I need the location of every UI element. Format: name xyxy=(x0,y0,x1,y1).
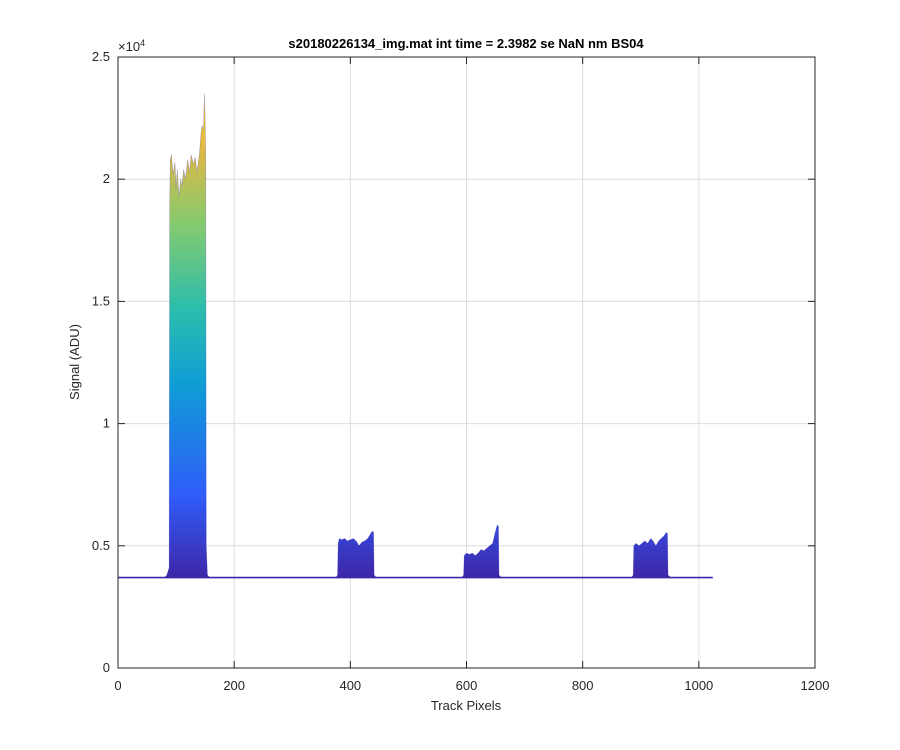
y-tick-label: 0 xyxy=(103,660,110,675)
y-exponent: ×104 xyxy=(118,38,145,54)
signal-peak-edge xyxy=(164,93,210,578)
x-axis-label: Track Pixels xyxy=(431,698,502,713)
y-tick-labels: 0 0.5 1 1.5 2 2.5 xyxy=(92,49,110,675)
x-tick-label: 1000 xyxy=(684,678,713,693)
signal-peak xyxy=(631,532,671,578)
signal-peak-edge xyxy=(461,524,502,578)
y-tick-label: 1 xyxy=(103,416,110,431)
signal-peak xyxy=(461,525,502,578)
x-tick-label: 0 xyxy=(114,678,121,693)
x-tick-label: 1200 xyxy=(801,678,830,693)
y-tick-label: 1.5 xyxy=(92,293,110,308)
chart-title: s20180226134_img.mat int time = 2.3982 s… xyxy=(288,36,644,51)
x-tick-label: 600 xyxy=(456,678,478,693)
ticks xyxy=(117,56,816,669)
signal-peak-edge xyxy=(335,530,377,578)
x-tick-label: 800 xyxy=(572,678,594,693)
signal-peak-edge xyxy=(631,531,672,578)
x-tick-labels: 0 200 400 600 800 1000 1200 xyxy=(114,678,829,693)
signal-peak xyxy=(164,93,210,578)
x-tick-label: 200 xyxy=(223,678,245,693)
y-tick-label: 2 xyxy=(103,171,110,186)
signal-peak xyxy=(335,531,377,578)
signal-series xyxy=(118,93,713,579)
x-tick-label: 400 xyxy=(339,678,361,693)
y-axis-label: Signal (ADU) xyxy=(67,324,82,400)
y-tick-label: 2.5 xyxy=(92,49,110,64)
y-exponent-base: ×10 xyxy=(118,39,140,54)
y-tick-label: 0.5 xyxy=(92,538,110,553)
grid xyxy=(118,57,815,668)
y-exponent-power: 4 xyxy=(140,38,145,48)
